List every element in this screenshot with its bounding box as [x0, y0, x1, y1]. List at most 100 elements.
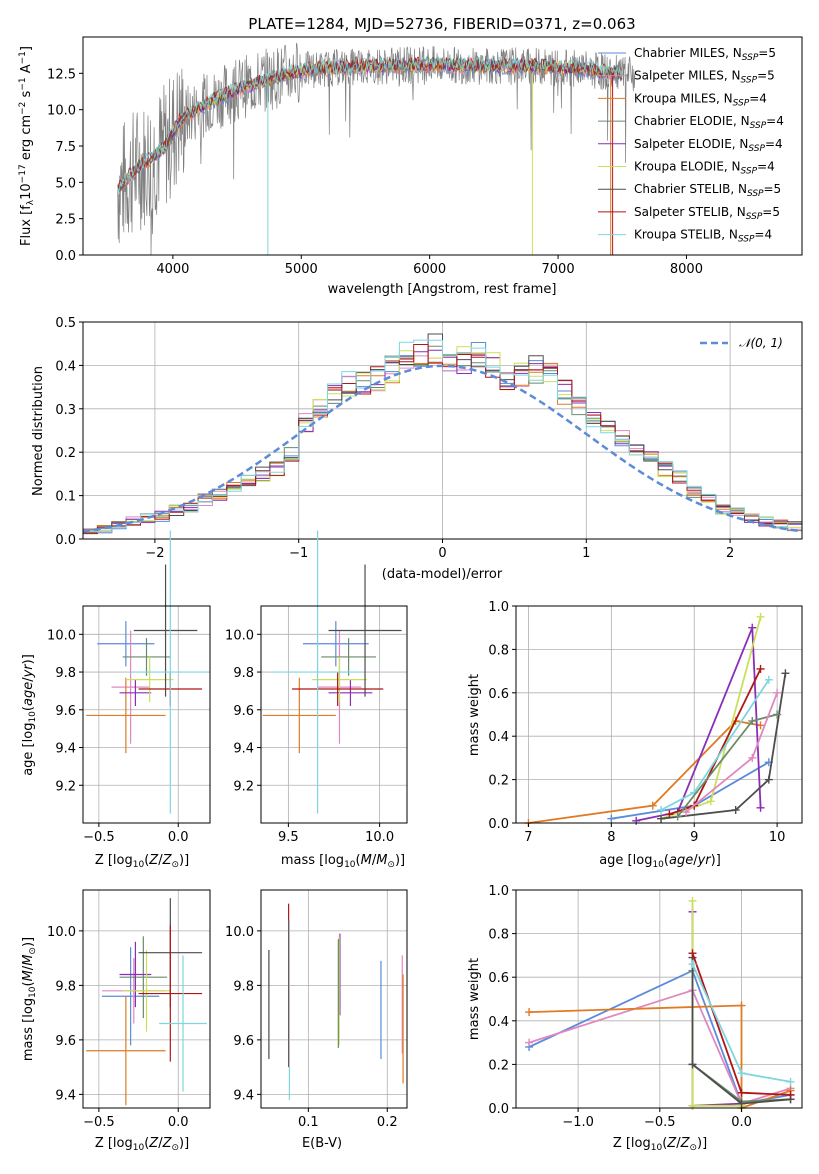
- series-line-chabrier_stelib: [691, 957, 791, 1105]
- legend-label: Kroupa ELODIE, NSSP=4: [634, 160, 775, 177]
- y-tick-label: 9.6: [233, 704, 254, 719]
- panel-data: [262, 530, 402, 814]
- legend-value: =4: [765, 137, 783, 151]
- age-vs-mass-xlabel: mass [log10(M/M⊙)]: [281, 853, 405, 870]
- x-tick-label: 8000: [670, 262, 703, 277]
- y-tick-label: 0.2: [55, 446, 76, 461]
- x-tick-label: −0.5: [644, 1115, 676, 1130]
- panel-axes: 9.5 10.0 9.2 9.4 9.6 9.8 10.0: [225, 628, 394, 845]
- legend-value: =4: [754, 228, 772, 242]
- legend-value: =5: [757, 69, 775, 83]
- mass-vs-Z-ylabel: mass [log10(M/M⊙)]: [21, 937, 38, 1061]
- residuals-axes: −2 −1 0 1 2 0.0 0.1 0.2 0.3 0.4 0.5: [55, 316, 734, 561]
- residuals-panel: −2 −1 0 1 2 0.0 0.1 0.2 0.3 0.4 0.5 (data-model)/e…: [31, 316, 803, 582]
- legend-label: Kroupa STELIB, NSSP=4: [634, 228, 772, 245]
- panel-data: [524, 612, 790, 827]
- spectrum-xlabel: wavelength [Angstrom, rest frame]: [328, 282, 557, 297]
- y-tick-label: 0.8: [488, 643, 509, 658]
- legend-subscript: SSP: [742, 53, 759, 63]
- panel-axes: −1.0 −0.5 0.0 0.0 0.2 0.4 0.6 0.8 1.0: [488, 884, 752, 1130]
- y-tick-label: 9.4: [55, 1088, 76, 1103]
- y-tick-label: 0.0: [55, 249, 76, 264]
- x-tick-label: 9.5: [278, 830, 299, 845]
- residuals-xlabel: (data-model)/error: [382, 567, 503, 582]
- y-tick-label: 0.6: [488, 971, 509, 986]
- series-line-chabrier_stelib: [660, 673, 787, 820]
- panel-frame: [515, 889, 803, 1109]
- x-tick-label: 7: [524, 830, 532, 845]
- x-tick-label: 2: [726, 546, 734, 561]
- residuals-data: [82, 333, 803, 535]
- x-tick-label: 0.0: [731, 1115, 752, 1130]
- y-tick-label: 10.0: [47, 925, 76, 940]
- y-tick-label: 0.4: [488, 730, 509, 745]
- legend-label: Chabrier ELODIE, NSSP=4: [634, 114, 784, 131]
- residual-hist-kroupa_stelib: [83, 339, 802, 533]
- x-tick-label: 1: [582, 546, 590, 561]
- legend-subscript: SSP: [741, 167, 758, 177]
- y-tick-label: 9.8: [233, 979, 254, 994]
- mass-vs-ebv-panel: 0.1 0.2 9.4 9.6 9.8 10.0: [225, 889, 408, 1130]
- x-tick-label: 0.0: [168, 830, 189, 845]
- legend-label: Salpeter STELIB, NSSP=5: [634, 205, 780, 222]
- y-tick-label: 10.0: [225, 925, 254, 940]
- legend-subscript: SSP: [747, 189, 764, 199]
- series-line-kroupa_miles: [529, 1004, 791, 1110]
- residuals-ylabel: Normed distribution: [31, 366, 46, 496]
- legend-value: =5: [762, 205, 780, 219]
- legend-label: Salpeter MILES, NSSP=5: [634, 69, 775, 86]
- y-tick-label: 7.5: [55, 140, 76, 155]
- panel-frame: [82, 889, 211, 1109]
- age-vs-Z-panel: −0.5 0.0 9.2 9.4 9.6 9.8 10.0: [47, 530, 211, 845]
- y-tick-label: 0.0: [488, 1102, 509, 1117]
- mass-vs-Z-panel: −0.5 0.0 9.4 9.6 9.8 10.0: [47, 889, 211, 1130]
- legend-subscript: SSP: [750, 121, 767, 131]
- panel-axes: −0.5 0.0 9.2 9.4 9.6 9.8 10.0: [47, 628, 189, 845]
- legend-value: =5: [758, 46, 776, 60]
- legend-label: Salpeter ELODIE, NSSP=4: [634, 137, 783, 154]
- panel-frame: [515, 605, 803, 824]
- x-tick-label: −0.5: [83, 1115, 115, 1130]
- series-line-salpeter_miles: [528, 989, 791, 1105]
- y-tick-label: 9.6: [233, 1034, 254, 1049]
- panel-axes: 7 8 9 10 0.0 0.2 0.4 0.6 0.8 1.0: [488, 600, 785, 845]
- legend-value: =5: [764, 182, 782, 196]
- y-tick-label: 0.2: [488, 1058, 509, 1073]
- age-vs-mass-panel: 9.5 10.0 9.2 9.4 9.6 9.8 10.0: [225, 530, 408, 845]
- y-tick-label: 9.8: [55, 979, 76, 994]
- x-tick-label: 10: [769, 830, 786, 845]
- y-tick-label: 9.8: [233, 666, 254, 681]
- panel-data: [525, 896, 795, 1112]
- model-spectrum-kroupa_stelib: [117, 55, 623, 193]
- y-tick-label: 0.4: [55, 359, 76, 374]
- panel-data: [268, 903, 404, 1100]
- panel-frame: [260, 889, 408, 1109]
- legend-value: =4: [766, 114, 784, 128]
- spectrum-title: PLATE=1284, MJD=52736, FIBERID=0371, z=0…: [248, 15, 635, 33]
- gauss-curve: [82, 364, 803, 533]
- x-tick-label: 0.2: [377, 1115, 398, 1130]
- panel-axes: 0.1 0.2 9.4 9.6 9.8 10.0: [225, 925, 398, 1130]
- x-tick-label: 5000: [285, 262, 318, 277]
- panel-frame: [260, 605, 408, 824]
- weight-vs-age-panel: 7 8 9 10 0.0 0.2 0.4 0.6 0.8 1.0: [488, 600, 803, 845]
- y-tick-label: 2.5: [55, 213, 76, 228]
- y-tick-label: 0.3: [55, 403, 76, 418]
- x-tick-label: 9: [690, 830, 698, 845]
- series-line-salpeter_elodie: [636, 627, 762, 822]
- weight-vs-age-xlabel: age [log10(age/yr)]: [599, 853, 721, 870]
- legend-subscript: SSP: [738, 235, 755, 245]
- spectrum-axes: 4000 5000 6000 7000 8000 0.0 2.5 5.0 7.5 10.0 12.5: [47, 67, 703, 277]
- y-tick-label: 1.0: [488, 884, 509, 899]
- y-tick-label: 0.5: [55, 316, 76, 331]
- y-tick-label: 0.0: [55, 533, 76, 548]
- age-vs-Z-xlabel: Z [log10(Z/Z⊙)]: [95, 853, 189, 870]
- legend-subscript: SSP: [748, 144, 765, 154]
- x-tick-label: 8: [607, 830, 615, 845]
- legend-subscript: SSP: [746, 212, 763, 222]
- y-tick-label: 0.4: [488, 1015, 509, 1030]
- gauss-legend-label: 𝒩(0, 1): [739, 336, 783, 350]
- series-line-kroupa_miles: [528, 720, 761, 824]
- y-tick-label: 9.4: [55, 742, 76, 757]
